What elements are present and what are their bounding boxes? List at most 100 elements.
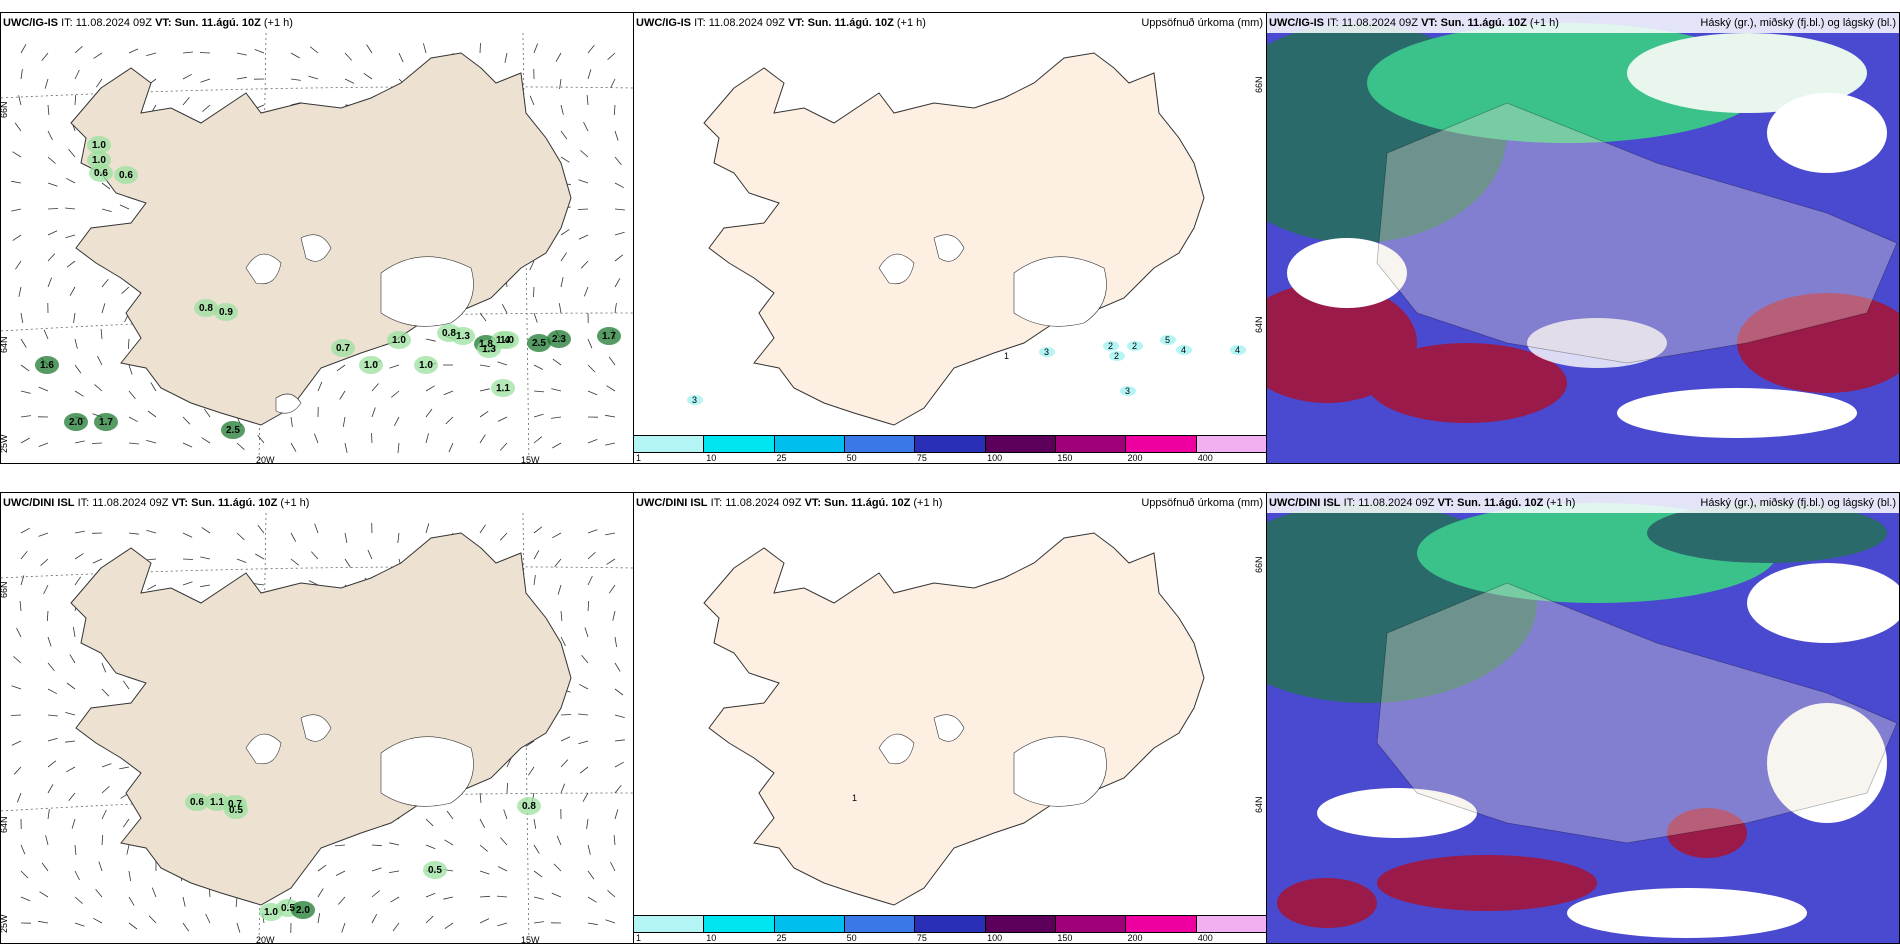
colorbar-label: 200	[1127, 933, 1143, 943]
wind-barb	[317, 913, 321, 924]
precip-blob	[491, 379, 515, 397]
precip-area	[1230, 345, 1246, 355]
wind-barb	[74, 870, 80, 881]
wind-barb	[201, 437, 211, 444]
wind-barb	[101, 278, 109, 288]
precip-blob	[527, 334, 551, 352]
wind-barb	[121, 286, 130, 294]
wind-barb	[587, 552, 596, 560]
precip-value: 1.1	[496, 383, 510, 394]
precip-value: 0.5	[229, 805, 243, 816]
wind-barb	[182, 532, 193, 538]
wind-barb	[533, 870, 543, 878]
wind-barb	[11, 740, 22, 746]
wind-barb	[254, 49, 265, 54]
wind-barb	[578, 234, 589, 240]
precip-value: 1.0	[264, 907, 278, 918]
wind-barb	[393, 416, 400, 426]
wind-barb	[344, 78, 355, 84]
colorbar-swatch	[704, 916, 775, 932]
wind-barb	[74, 576, 82, 586]
colorbar-label: 200	[1127, 453, 1143, 463]
wind-barb	[497, 922, 508, 927]
precip-blob	[597, 327, 621, 345]
wind-barb	[290, 558, 300, 566]
wind-barb	[533, 818, 537, 829]
precip-blob	[94, 413, 118, 431]
wind-barb	[579, 683, 589, 690]
wind-barb	[182, 558, 194, 560]
wind-barb	[47, 182, 58, 187]
wind-barb	[47, 662, 55, 671]
wind-barb	[12, 234, 22, 241]
wind-barb	[65, 740, 76, 743]
wind-barb	[314, 523, 319, 534]
wind-barb	[587, 529, 598, 534]
wind-barb	[18, 95, 22, 106]
colorbar-label: 1	[636, 933, 642, 943]
wind-barb	[20, 575, 25, 586]
wind-barb	[605, 442, 616, 446]
wind-barb	[398, 52, 404, 63]
colorbar-swatch	[1196, 436, 1266, 452]
wind-barb	[425, 892, 436, 898]
cloud-panel-row1: UWC/IG-IS IT: 11.08.2024 09Z VT: Sun. 11…	[1266, 12, 1900, 464]
wind-barb	[612, 610, 616, 621]
wind-barb	[344, 532, 348, 543]
wind-barb	[496, 895, 508, 898]
wind-barb	[69, 654, 76, 664]
precip-value: 0.9	[219, 307, 233, 318]
wind-barb	[389, 364, 400, 369]
wind-barb	[93, 917, 103, 924]
wind-barb	[47, 230, 58, 236]
colorbar-label: 10	[706, 933, 717, 943]
wind-barb	[533, 526, 543, 534]
precip-value: 1.0	[419, 360, 433, 371]
precip-value: 1.6	[40, 360, 54, 371]
wind-barb	[444, 839, 454, 846]
precip-value: 1.0	[364, 360, 378, 371]
wind-barb	[366, 44, 373, 54]
wind-barb	[47, 208, 59, 210]
precip-blob	[194, 299, 218, 317]
precip-blob	[114, 166, 138, 184]
wind-barb	[614, 130, 619, 141]
precip-blob	[214, 303, 238, 321]
precip-value: 1.3	[456, 331, 470, 342]
lat-label: 25W	[1, 914, 9, 933]
wind-barb	[201, 527, 211, 534]
wind-barb	[74, 844, 77, 856]
wind-barb	[580, 150, 589, 158]
wind-barb	[584, 627, 589, 638]
precip-blob	[359, 356, 383, 374]
wind-barb	[65, 234, 76, 239]
lat-label: 66N	[1, 101, 9, 118]
wind-barb	[587, 390, 598, 396]
wind-barb	[20, 415, 31, 418]
precip-blob	[291, 901, 315, 919]
wind-barb	[94, 384, 103, 392]
precip-blob	[495, 331, 519, 349]
wind-barb	[479, 844, 488, 852]
precip-value: 1.0	[92, 155, 106, 166]
colorbar	[634, 435, 1266, 453]
wind-barb	[74, 530, 85, 534]
cloud-title: Háský (gr.), miðský (fj.bl.) og lágský (…	[1700, 17, 1896, 29]
precip-panel-row2: UWC/DINI ISL IT: 11.08.2024 09Z VT: Sun.…	[633, 492, 1267, 944]
wind-barb	[479, 410, 489, 418]
wind-barb	[41, 52, 49, 62]
wind-barb	[236, 442, 245, 450]
wind-barb	[147, 584, 157, 591]
wind-barb	[101, 834, 104, 846]
wind-barb	[235, 896, 238, 908]
wind-barb	[479, 364, 490, 367]
precip-value: 0.7	[228, 799, 242, 810]
colorbar-swatch	[1055, 916, 1127, 932]
wind-map: 1.0 1.0 0.6 0.6 0.8 0.9 1.6 2.0 1.7 2.5 0.7 1.0 1.0 0…	[1, 32, 633, 463]
wind-barb	[128, 442, 139, 445]
precip-value: 1.4	[496, 335, 510, 346]
wind-barb	[146, 52, 157, 56]
panel-header: UWC/DINI ISL IT: 11.08.2024 09Z VT: Sun.…	[634, 493, 1266, 513]
wind-barb	[614, 208, 625, 211]
wind-barb	[479, 870, 490, 875]
